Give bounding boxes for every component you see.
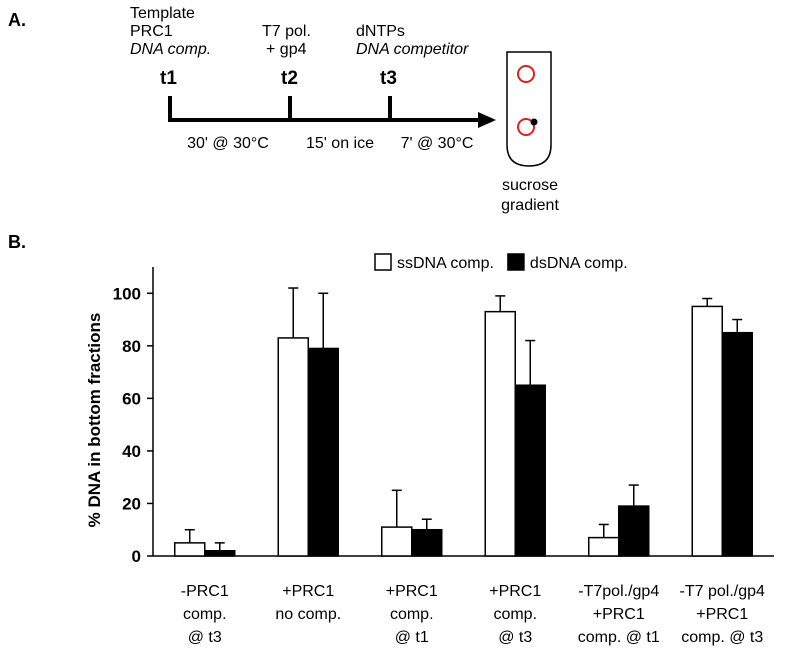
step-text: T7 pol. bbox=[262, 23, 311, 40]
x-tick-label: +PRC1 bbox=[593, 606, 645, 623]
arrow-head bbox=[478, 112, 496, 128]
x-tick-label: comp. @ t1 bbox=[578, 629, 660, 646]
x-tick-label: -PRC1 bbox=[181, 583, 229, 600]
panel-label: B. bbox=[8, 232, 26, 252]
step-text: + gp4 bbox=[266, 41, 307, 58]
time-tag: t3 bbox=[380, 68, 397, 89]
x-tick-label: comp. bbox=[493, 606, 537, 623]
x-tick-label: comp. bbox=[183, 606, 227, 623]
step-text: DNA comp. bbox=[130, 41, 211, 58]
legend-label: ssDNA comp. bbox=[397, 255, 494, 272]
panel-label: A. bbox=[8, 10, 26, 30]
template-circle bbox=[517, 118, 535, 136]
step-text: DNA competitor bbox=[356, 41, 469, 58]
y-tick-label: 0 bbox=[132, 547, 141, 566]
x-tick-label: -T7pol./gp4 bbox=[578, 583, 659, 600]
time-tag: t1 bbox=[160, 68, 177, 89]
tube-label: gradient bbox=[501, 197, 559, 214]
interval: 15' on ice bbox=[306, 135, 374, 152]
x-tick-label: no comp. bbox=[275, 606, 341, 623]
x-tick-label: @ t3 bbox=[498, 629, 532, 646]
x-tick-label: +PRC1 bbox=[489, 583, 541, 600]
x-tick-label: +PRC1 bbox=[282, 583, 334, 600]
x-tick-label: -T7 pol./gp4 bbox=[680, 583, 765, 600]
bar bbox=[307, 347, 339, 557]
y-tick-label: 40 bbox=[122, 442, 141, 461]
y-axis-label: % DNA in bottom fractions bbox=[85, 313, 104, 528]
legend-label: dsDNA comp. bbox=[530, 255, 628, 272]
template-circle bbox=[517, 65, 535, 83]
legend-swatch bbox=[374, 253, 392, 271]
bar bbox=[514, 384, 546, 557]
legend-swatch bbox=[507, 253, 525, 271]
x-tick-label: comp. bbox=[390, 606, 434, 623]
y-tick-label: 60 bbox=[122, 389, 141, 408]
bar bbox=[277, 337, 309, 557]
bar bbox=[174, 542, 206, 557]
x-tick-label: +PRC1 bbox=[386, 583, 438, 600]
step-text: Template bbox=[130, 5, 195, 22]
bar bbox=[381, 526, 413, 557]
timeline bbox=[168, 96, 480, 122]
complex bbox=[530, 118, 538, 126]
x-tick-label: @ t1 bbox=[395, 629, 429, 646]
y-tick-label: 20 bbox=[122, 494, 141, 513]
time-tag: t2 bbox=[281, 68, 298, 89]
bar bbox=[588, 536, 620, 557]
interval: 30' @ 30°C bbox=[187, 135, 269, 152]
bar bbox=[691, 305, 723, 557]
step-text: PRC1 bbox=[130, 23, 173, 40]
bar bbox=[411, 528, 443, 557]
bar bbox=[204, 549, 236, 557]
x-tick-label: comp. @ t3 bbox=[681, 629, 763, 646]
bar bbox=[721, 331, 753, 557]
y-tick-label: 100 bbox=[113, 284, 141, 303]
y-tick-label: 80 bbox=[122, 337, 141, 356]
step-text: dNTPs bbox=[356, 23, 405, 40]
interval: 7' @ 30°C bbox=[401, 135, 474, 152]
x-tick-label: @ t3 bbox=[188, 629, 222, 646]
bar bbox=[484, 310, 516, 557]
tube bbox=[506, 51, 552, 167]
x-tick-label: +PRC1 bbox=[696, 606, 748, 623]
tube-label: sucrose bbox=[502, 177, 558, 194]
bar bbox=[618, 505, 650, 557]
